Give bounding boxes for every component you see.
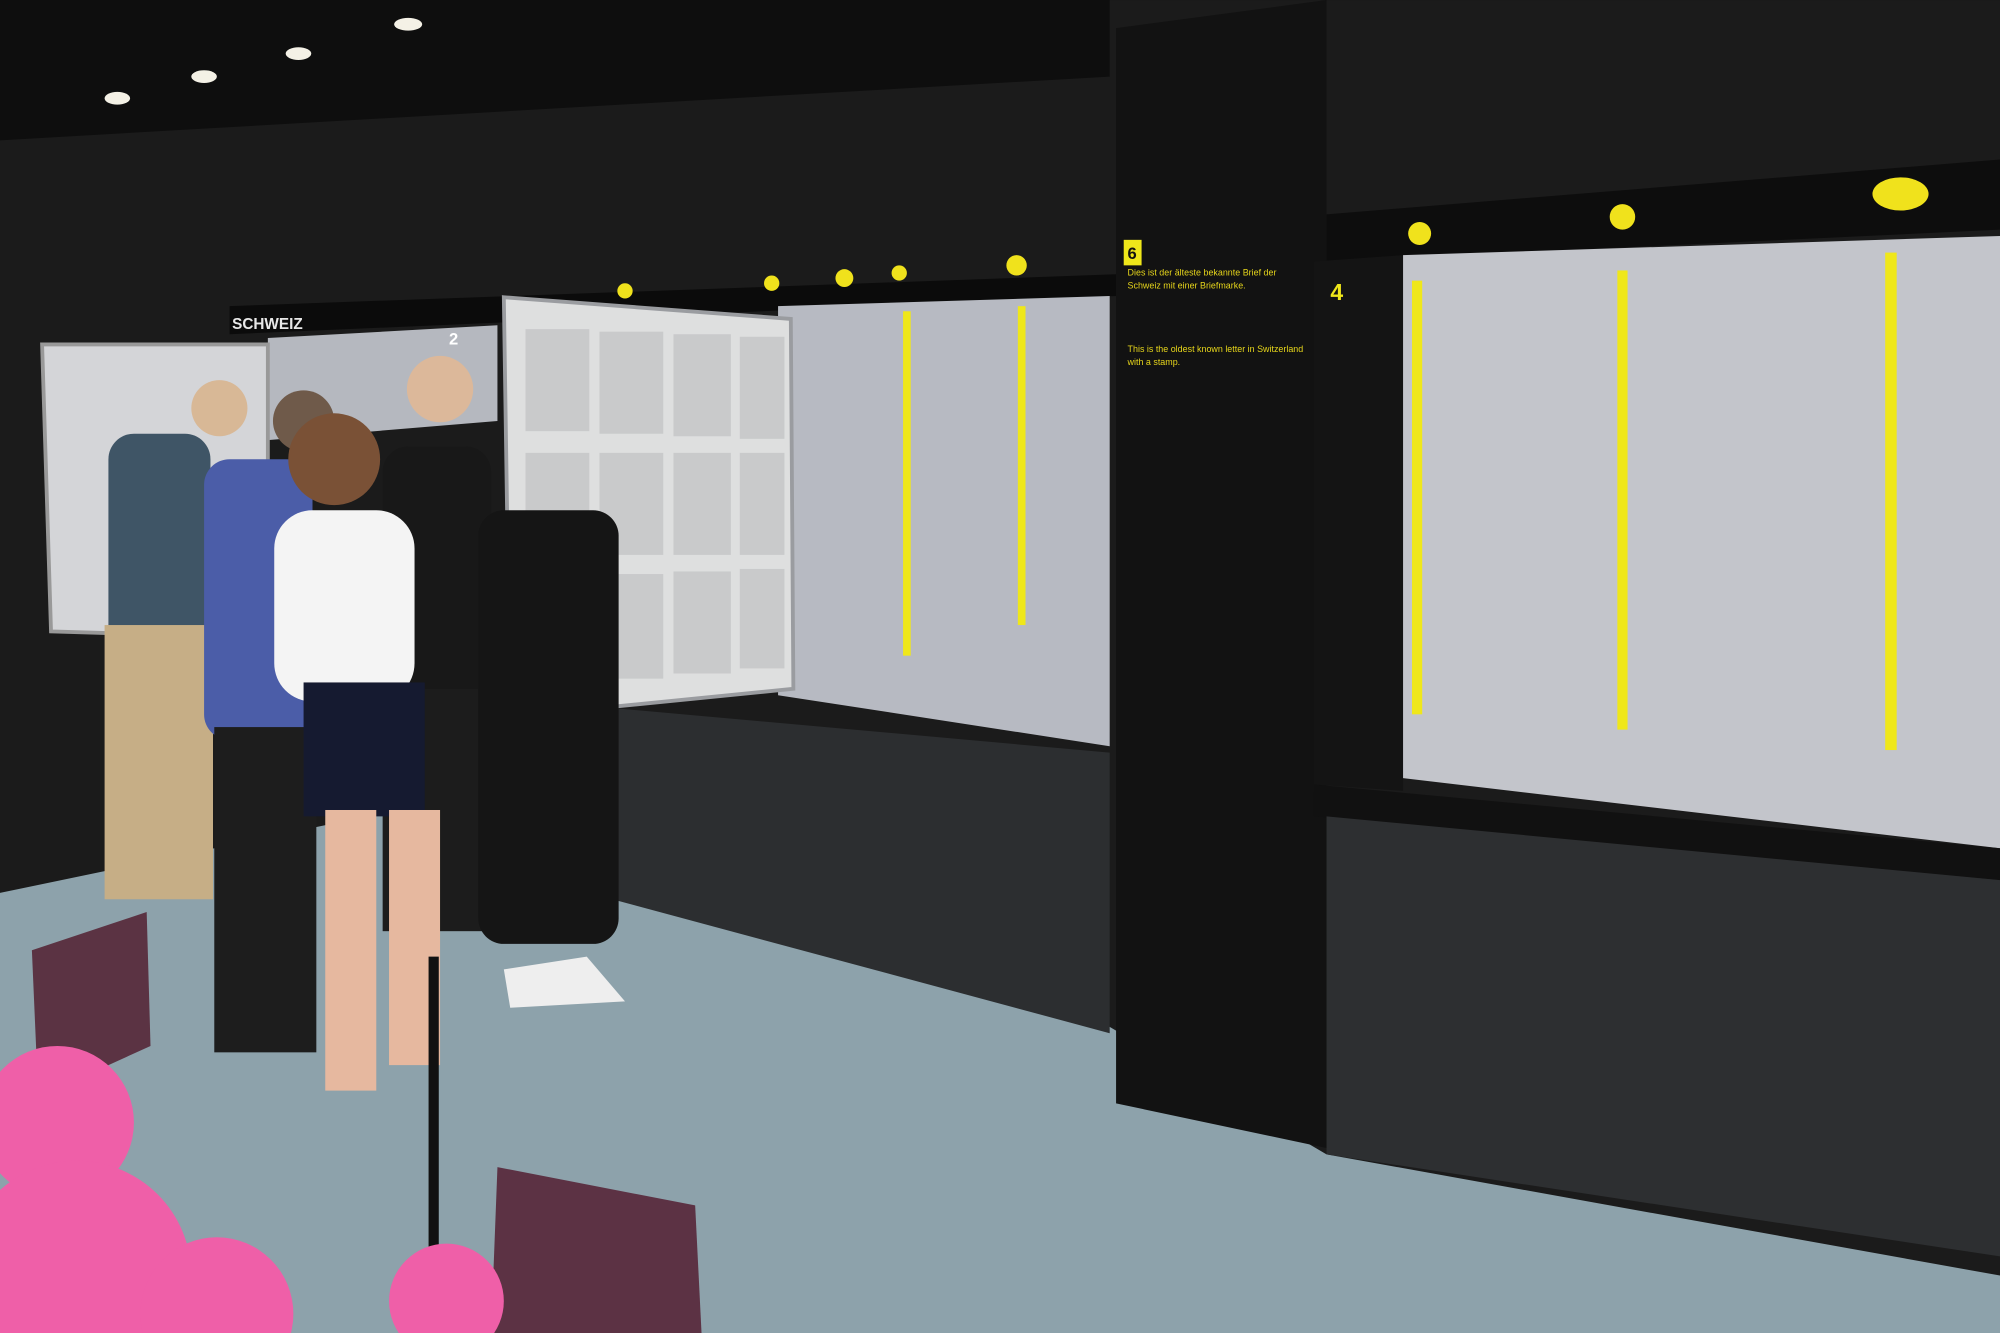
visitors: [104, 355, 625, 1091]
yellow-stripe: [1411, 280, 1423, 715]
side-panel: [1313, 255, 1404, 791]
yellow-stripe: [1017, 306, 1026, 626]
ceiling: [0, 0, 1110, 141]
flowers: [0, 1045, 504, 1333]
ledge: [1313, 784, 2000, 881]
lower-cabinet: [1326, 816, 2000, 1257]
pillar-text: This is the oldest known letter in Switz…: [1127, 345, 1304, 368]
header-band: [229, 274, 1117, 335]
chair: [491, 1167, 702, 1333]
display-panel: [778, 295, 1110, 747]
ceiling-lights: [104, 17, 423, 105]
number-box: [1123, 239, 1142, 266]
country-label: SCHWEIZ: [232, 316, 303, 333]
display-panel: [1403, 236, 2000, 849]
section-number: 4: [1330, 279, 1343, 305]
yellow-stripe: [903, 311, 911, 656]
icons: [1408, 177, 1929, 245]
yellow-stripe: [1617, 270, 1628, 730]
pillar-text: Dies ist der älteste bekannte Brief der …: [1127, 269, 1277, 291]
yellow-stripe: [1885, 252, 1897, 751]
icons: [617, 255, 1027, 299]
section-number: 2: [449, 329, 458, 348]
pillar-text-box: Dies ist der älteste bekannte Brief der …: [1127, 269, 1304, 368]
stamp-sheets: [525, 329, 785, 683]
pillar: [1116, 0, 1327, 1149]
lower-cabinet: [612, 707, 1110, 1034]
section-number: 6: [1128, 244, 1137, 263]
header-band: [1326, 159, 2000, 262]
